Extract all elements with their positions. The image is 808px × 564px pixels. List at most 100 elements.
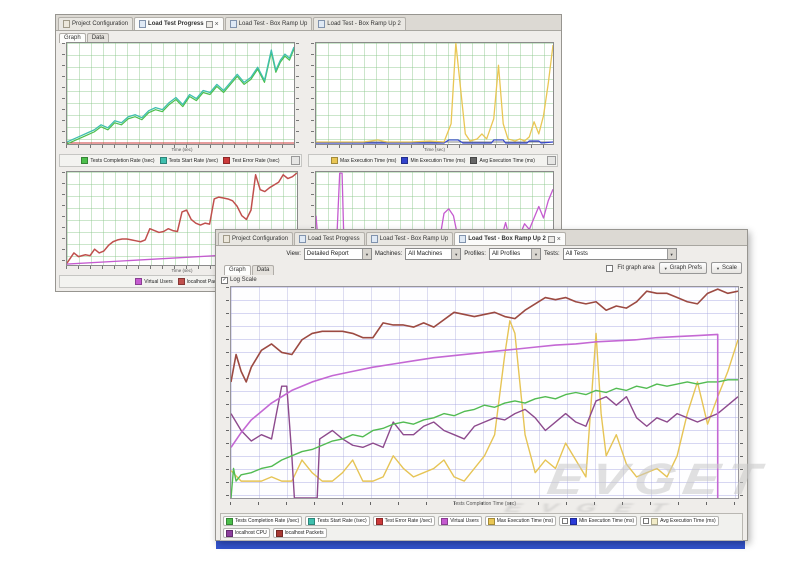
detach-icon[interactable] <box>205 20 213 28</box>
bottom-blue-bar <box>216 539 745 549</box>
log-scale-checkbox[interactable]: ✓ <box>221 276 228 284</box>
subtab-data[interactable]: Data <box>86 33 110 43</box>
loadtest-icon <box>229 20 237 28</box>
legend-label: Test Error Rate (/sec) <box>232 157 280 164</box>
close-icon[interactable]: × <box>556 235 561 243</box>
chevron-down-icon: ▼ <box>663 265 668 271</box>
y-axis-ticks <box>311 43 314 144</box>
legend-entry[interactable]: Tests Start Rate (/sec) <box>159 157 218 164</box>
legend-swatch <box>226 517 233 525</box>
front-tabbar: Project Configuration Load Test Progress… <box>216 230 747 246</box>
legend-entry[interactable]: Tests Completion Rate (/sec) <box>223 516 303 526</box>
project-icon <box>63 20 70 28</box>
loadtest-icon <box>318 20 326 28</box>
view-select[interactable]: Detailed Report ▼ <box>303 248 372 260</box>
legend-entry[interactable]: Min Execution Time (ms) <box>401 157 465 164</box>
tab-load-test-box-ramp-up[interactable]: Load Test - Box Ramp Up <box>365 232 454 245</box>
series-localhost-cpu <box>231 386 738 498</box>
legend-swatch <box>470 157 478 164</box>
legend-checkbox[interactable] <box>643 518 650 524</box>
legend-entry[interactable]: Tests Completion Rate (/sec) <box>81 157 155 164</box>
series-tests-completion-rate-sec <box>231 380 738 498</box>
chevron-down-icon: ▼ <box>530 249 540 259</box>
series-virtual-users <box>231 334 718 498</box>
legend-entry[interactable]: Max Execution Time (ms) <box>331 157 396 164</box>
subtab-data[interactable]: Data <box>251 265 275 275</box>
tab-label: Load Test - Box Ramp Up 2 <box>327 21 401 27</box>
loadtest-icon <box>139 20 147 28</box>
profiles-value: All Profiles <box>491 251 521 257</box>
legend-entry[interactable]: Avg Execution Time (ms) <box>640 516 719 526</box>
chevron-down-icon: ▼ <box>666 249 676 259</box>
series-min-execution-time-ms <box>316 140 553 143</box>
tab-load-test-box-ramp-up-2[interactable]: Load Test - Box Ramp Up 2 <box>313 17 406 30</box>
y-axis-ticks <box>62 43 65 144</box>
legend-row-2: localhost CPU localhost Packets <box>223 528 740 538</box>
loadtest-icon <box>459 235 467 243</box>
legend-entry[interactable]: localhost Packets <box>272 528 327 538</box>
main-x-axis: Tests Completion Time (sec) <box>230 502 739 512</box>
profiles-select[interactable]: All Profiles ▼ <box>488 248 541 260</box>
x-axis: Time (sec) <box>315 145 554 153</box>
legend-entry[interactable]: Virtual Users <box>438 516 482 526</box>
tab-project-configuration[interactable]: Project Configuration <box>58 17 134 30</box>
legend-swatch <box>487 517 495 525</box>
legend-swatch <box>441 517 449 525</box>
machines-select[interactable]: All Machines ▼ <box>405 248 462 260</box>
graph-prefs-button[interactable]: ▼ Graph Prefs <box>658 262 708 274</box>
machines-label: Machines: <box>374 251 403 257</box>
legend-entry[interactable]: localhost CPU <box>223 528 270 538</box>
tab-load-test-progress[interactable]: Load Test Progress <box>294 232 365 245</box>
legend-options-button[interactable] <box>547 156 556 165</box>
legend-label: Tests Completion Rate (/sec) <box>90 157 155 164</box>
exec-times-chart <box>311 42 554 145</box>
tab-load-test-box-ramp-up-2[interactable]: Load Test - Box Ramp Up 2 × <box>454 232 566 245</box>
tab-label: Load Test - Box Ramp Up <box>379 236 449 242</box>
panel-exec-times: Time (sec) Max Execution Time (ms) Min Ex… <box>308 41 558 167</box>
background-window: Project Configuration Load Test Progress… <box>55 14 562 292</box>
legend-swatch <box>275 529 283 537</box>
detach-icon[interactable] <box>547 235 555 243</box>
series-localhost-packets <box>231 289 738 382</box>
tab-load-test-box-ramp-up[interactable]: Load Test - Box Ramp Up <box>224 17 313 30</box>
y-axis-ticks-right <box>296 43 299 144</box>
loadtest-icon <box>370 235 378 243</box>
legend-label: localhost CPU <box>235 530 267 536</box>
series-tests-start-rate-sec <box>67 47 294 142</box>
legend-label: Min Execution Time (ms) <box>579 518 635 524</box>
view-label: View: <box>286 251 301 257</box>
legend-entry[interactable]: Virtual Users <box>135 278 173 285</box>
subtab-graph[interactable]: Graph <box>59 33 86 43</box>
legend-entry[interactable]: Test Error Rate (/sec) <box>223 157 280 164</box>
legend-entry[interactable]: localhost Packets <box>177 278 226 285</box>
legend-label: Min Execution Time (ms) <box>410 157 466 164</box>
main-chart <box>226 286 743 499</box>
close-icon[interactable]: × <box>214 20 219 28</box>
legend-entry[interactable]: Max Execution Time (ms) <box>484 516 557 526</box>
legend-label: Test Error Rate (/sec) <box>384 518 433 524</box>
legend-label: Virtual Users <box>450 518 479 524</box>
legend-entry[interactable]: Min Execution Time (ms) <box>559 516 638 526</box>
y-axis-ticks <box>226 287 229 498</box>
subtab-graph[interactable]: Graph <box>224 265 251 275</box>
tab-label: Project Configuration <box>72 21 129 27</box>
legend-label: Max Execution Time (ms) <box>340 157 397 164</box>
legend-entry[interactable]: Avg Execution Time (ms) <box>470 157 535 164</box>
users-packets-chart <box>62 171 298 266</box>
legend-entry[interactable]: Test Error Rate (/sec) <box>372 516 436 526</box>
legend-label: localhost Packets <box>284 530 324 536</box>
tab-project-configuration[interactable]: Project Configuration <box>218 232 294 245</box>
scale-button[interactable]: ▼ Scale <box>711 262 742 274</box>
tab-load-test-progress[interactable]: Load Test Progress × <box>134 17 224 30</box>
fit-graph-checkbox[interactable] <box>606 264 614 272</box>
tests-select[interactable]: All Tests ▼ <box>562 248 677 260</box>
legend-swatch <box>570 517 578 525</box>
tab-label: Load Test - Box Ramp Up 2 <box>468 236 546 242</box>
check-icon: ✓ <box>222 277 227 283</box>
legend-label: Avg Execution Time (ms) <box>479 157 535 164</box>
legend-checkbox[interactable] <box>562 518 569 524</box>
tab-label: Project Configuration <box>232 236 289 242</box>
legend-entry[interactable]: Tests Start Rate (/sec) <box>305 516 370 526</box>
legend-options-button[interactable] <box>291 156 300 165</box>
project-icon <box>223 235 230 243</box>
